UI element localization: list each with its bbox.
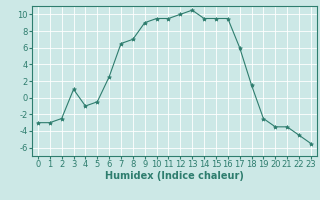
- X-axis label: Humidex (Indice chaleur): Humidex (Indice chaleur): [105, 171, 244, 181]
